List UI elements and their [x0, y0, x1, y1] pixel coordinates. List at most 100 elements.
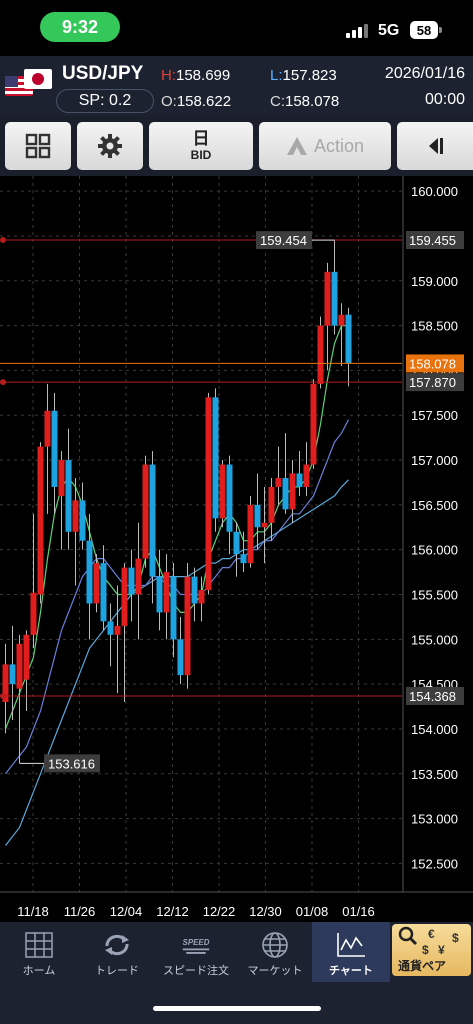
- candle-body: [30, 592, 37, 635]
- candle-body: [121, 567, 128, 626]
- candle-body: [93, 563, 100, 604]
- layout-button[interactable]: [5, 122, 71, 170]
- candle-body: [23, 634, 30, 680]
- currency-pair-button[interactable]: € $ ¥ $ 通貨ペア: [392, 924, 471, 976]
- nav-home-label: ホーム: [22, 965, 56, 977]
- candle-body: [254, 504, 261, 528]
- reference-line-handle: [0, 237, 6, 244]
- candle-body: [184, 576, 191, 676]
- nav-chart-label: チャート: [329, 965, 373, 977]
- close-quote: C:158.078: [270, 93, 339, 110]
- spread-badge: SP: 0.2: [56, 89, 154, 113]
- candle-body: [37, 446, 44, 595]
- grid-icon: [25, 133, 51, 159]
- x-tick-label: 12/22: [203, 904, 236, 919]
- collapse-panel-button[interactable]: [397, 122, 473, 170]
- candle-body: [177, 639, 184, 676]
- candle-body: [268, 486, 275, 523]
- candle-body: [233, 531, 240, 555]
- candle-body: [226, 464, 233, 532]
- high-label: H:: [161, 67, 176, 84]
- candle-body: [44, 410, 51, 447]
- low-annotation-bg: [44, 754, 100, 773]
- current-price-tag: 158.078: [409, 356, 456, 371]
- status-bar: 9:32 5G 58: [0, 0, 473, 56]
- nav-speed-order-label: スピード注文: [163, 965, 229, 977]
- collapse-icon: [429, 138, 443, 154]
- currency-symbol-3: ¥: [438, 943, 445, 957]
- reference-price-tag: 157.870: [409, 375, 456, 390]
- action-logo-icon: [286, 137, 307, 155]
- y-tick-label: 156.500: [411, 498, 458, 513]
- nav-home[interactable]: ホーム: [0, 922, 78, 982]
- trade-arrows-icon: [102, 932, 132, 958]
- price-chart[interactable]: 11/18 11/26 12/04 12/12 12/22 12/30 01/08 01/16…: [0, 176, 473, 922]
- reference-price-tag: 154.368: [409, 689, 456, 704]
- status-time: 9:32: [40, 12, 120, 42]
- candlestick-chart[interactable]: 11/18 11/26 12/04 12/12 12/22 12/30 01/08 01/16…: [0, 176, 473, 922]
- y-tick-label: 160.000: [411, 184, 458, 199]
- candle-body: [212, 397, 219, 519]
- candle-body: [156, 576, 163, 613]
- high-annotation-label: 159.454: [260, 233, 307, 248]
- low-value: 157.823: [282, 67, 337, 84]
- nav-chart[interactable]: チャート: [312, 922, 390, 982]
- candle-body: [205, 397, 212, 591]
- y-tick-label: 159.000: [411, 274, 458, 289]
- reference-line-handle: [0, 692, 6, 699]
- close-value: 158.078: [285, 93, 340, 110]
- candle-body: [198, 590, 205, 604]
- x-tick-label: 12/12: [156, 904, 189, 919]
- open-quote: O:158.622: [161, 93, 231, 110]
- candle-body: [317, 325, 324, 384]
- candle-body: [107, 621, 114, 635]
- x-tick-label: 12/30: [249, 904, 282, 919]
- candle-body: [275, 477, 282, 487]
- x-tick-label: 01/08: [296, 904, 329, 919]
- y-tick-label: 153.000: [411, 812, 458, 827]
- nav-market[interactable]: マーケット: [236, 922, 314, 982]
- gear-icon: [98, 134, 122, 158]
- candle-body: [100, 563, 107, 622]
- candle-body: [58, 460, 65, 496]
- high-annotation-bg: [256, 231, 312, 250]
- x-tick-label: 01/16: [342, 904, 375, 919]
- network-type: 5G: [378, 22, 400, 39]
- candle-body: [142, 464, 149, 559]
- battery-icon: 58: [410, 21, 438, 39]
- candle-body: [289, 473, 296, 510]
- candle-body: [303, 464, 310, 487]
- signal-icon: [346, 22, 370, 38]
- action-button[interactable]: Action: [259, 122, 391, 170]
- open-value: 158.622: [176, 93, 232, 110]
- nav-market-label: マーケット: [247, 965, 303, 977]
- home-indicator[interactable]: [153, 1006, 321, 1011]
- candle-body: [16, 643, 23, 689]
- ma-short-line: [4, 325, 349, 730]
- y-tick-label: 157.000: [411, 453, 458, 468]
- quote-header[interactable]: USD/JPY SP: 0.2 H:158.699 O:158.622 L:15…: [0, 56, 473, 116]
- nav-trade[interactable]: トレード: [78, 922, 156, 982]
- settings-button[interactable]: [77, 122, 143, 170]
- candle-body: [324, 271, 331, 326]
- x-tick-label: 12/04: [110, 904, 143, 919]
- open-label: O:: [161, 93, 177, 110]
- price-tag-bg: [406, 354, 464, 373]
- action-label: Action: [313, 135, 365, 156]
- nav-speed-order[interactable]: SPEED スピード注文: [156, 922, 236, 982]
- candle-body: [282, 477, 289, 510]
- candle-body: [261, 522, 268, 528]
- y-tick-label: 153.500: [411, 767, 458, 782]
- nav-trade-label: トレード: [95, 965, 139, 977]
- reference-price-tag: 159.455: [409, 233, 456, 248]
- reference-line-handle: [0, 379, 6, 386]
- quote-time: 00:00: [424, 91, 465, 108]
- speed-order-icon: SPEED: [181, 932, 211, 958]
- candle-body: [2, 664, 9, 703]
- timeframe-label: 日: [192, 129, 210, 148]
- chart-toolbar: 日 BID Action: [0, 116, 473, 176]
- ma-long-line: [5, 479, 349, 846]
- timeframe-button[interactable]: 日 BID: [149, 122, 253, 170]
- candle-body: [149, 464, 156, 577]
- candle-body: [128, 567, 135, 595]
